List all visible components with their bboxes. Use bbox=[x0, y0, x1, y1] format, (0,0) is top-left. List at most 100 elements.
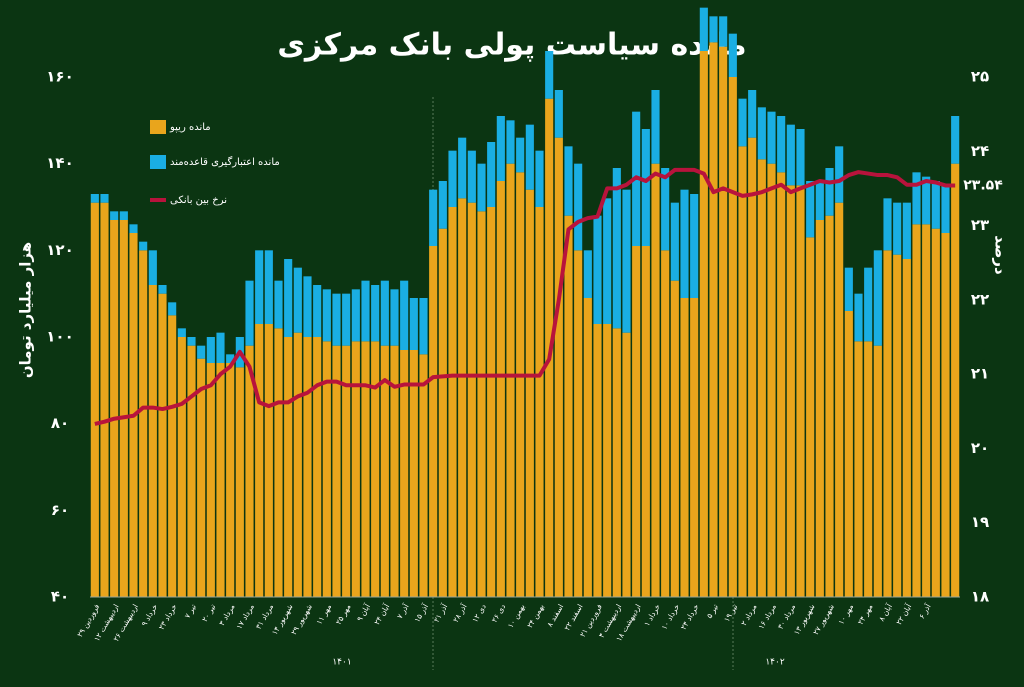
y2-tick-label: ۲۳ bbox=[971, 216, 989, 234]
bar-segment bbox=[632, 246, 641, 597]
bar-segment bbox=[583, 250, 592, 298]
bar-segment bbox=[748, 137, 757, 597]
bar-segment bbox=[844, 311, 853, 597]
bar-segment bbox=[854, 341, 863, 597]
bar-segment bbox=[148, 250, 157, 285]
bar-segment bbox=[177, 337, 186, 597]
bar-segment bbox=[680, 189, 689, 298]
bar-segment bbox=[139, 241, 148, 251]
bar-segment bbox=[690, 194, 699, 298]
bar-segment bbox=[322, 341, 331, 597]
y2-tick-label: ۲۱ bbox=[971, 365, 989, 383]
bar-segment bbox=[912, 172, 921, 225]
bar-segment bbox=[931, 228, 940, 597]
bar-segment bbox=[467, 150, 476, 203]
bar-segment bbox=[854, 293, 863, 342]
bar-segment bbox=[680, 298, 689, 597]
bar-segment bbox=[361, 341, 370, 597]
bar-segment bbox=[951, 163, 960, 597]
bar-segment bbox=[187, 337, 196, 346]
bar-segment bbox=[100, 194, 109, 203]
y-tick-label: ۶۰ bbox=[51, 501, 69, 519]
bar-segment bbox=[757, 159, 766, 598]
bar-segment bbox=[893, 202, 902, 255]
legend-swatch bbox=[150, 198, 166, 202]
bar-segment bbox=[409, 350, 418, 597]
bar-segment bbox=[661, 168, 670, 251]
bar-segment bbox=[206, 363, 215, 597]
bar-segment bbox=[429, 246, 438, 597]
bar-segment bbox=[641, 129, 650, 246]
chart-title: مانده سیاست پولی بانک مرکزی bbox=[277, 28, 746, 63]
bar-segment bbox=[902, 259, 911, 597]
bar-segment bbox=[245, 345, 254, 597]
bar-segment bbox=[554, 90, 563, 138]
y-axis-title: هزار میلیارد تومان bbox=[17, 242, 35, 378]
bar-segment bbox=[303, 276, 312, 337]
bar-segment bbox=[119, 220, 128, 597]
bar-segment bbox=[622, 332, 631, 597]
bar-segment bbox=[467, 202, 476, 597]
bar-segment bbox=[796, 185, 805, 598]
bar-segment bbox=[293, 332, 302, 597]
bar-segment bbox=[941, 185, 950, 233]
bar-segment bbox=[516, 172, 525, 598]
bar-segment bbox=[535, 150, 544, 207]
bar-segment bbox=[728, 77, 737, 597]
bar-segment bbox=[245, 280, 254, 346]
bar-segment bbox=[438, 228, 447, 597]
bar-segment bbox=[177, 328, 186, 337]
bar-segment bbox=[670, 202, 679, 281]
bar-segment bbox=[448, 150, 457, 207]
bar-segment bbox=[371, 341, 380, 597]
bar-segment bbox=[158, 285, 167, 294]
bar-segment bbox=[506, 163, 515, 597]
bar-segment bbox=[806, 237, 815, 598]
bar-segment bbox=[873, 250, 882, 346]
y2-tick-label: ۱۸ bbox=[971, 588, 989, 606]
bar-segment bbox=[699, 7, 708, 51]
bar-segment bbox=[342, 345, 351, 597]
bar-segment bbox=[506, 120, 515, 164]
bar-segment bbox=[786, 185, 795, 598]
bar-segment bbox=[168, 315, 177, 597]
bar-segment bbox=[168, 302, 177, 316]
bar-segment bbox=[603, 324, 612, 597]
bar-segment bbox=[158, 293, 167, 597]
bar-segment bbox=[264, 250, 273, 324]
y2-tick-label: ۱۹ bbox=[971, 513, 989, 531]
bar-segment bbox=[922, 224, 931, 598]
year-label: ۱۴۰۲ bbox=[765, 658, 785, 668]
y2-tick-label: ۲۲ bbox=[971, 290, 989, 308]
bar-segment bbox=[902, 202, 911, 259]
bar-segment bbox=[274, 328, 283, 597]
bar-segment bbox=[516, 137, 525, 173]
bar-segment bbox=[187, 345, 196, 597]
bar-segment bbox=[806, 181, 815, 238]
bar-segment bbox=[458, 198, 467, 598]
bar-segment bbox=[313, 285, 322, 337]
bar-segment bbox=[274, 280, 283, 329]
bar-segment bbox=[380, 345, 389, 597]
bar-segment bbox=[835, 146, 844, 203]
bar-segment bbox=[400, 350, 409, 597]
bar-segment bbox=[777, 172, 786, 598]
bar-segment bbox=[738, 146, 747, 598]
bar-segment bbox=[825, 168, 834, 216]
bar-segment bbox=[197, 358, 206, 597]
bar-segment bbox=[864, 341, 873, 597]
bar-segment bbox=[419, 298, 428, 355]
bar-segment bbox=[371, 285, 380, 342]
y2-tick-label: ۲۰ bbox=[971, 439, 989, 457]
bar-segment bbox=[429, 189, 438, 246]
bar-segment bbox=[458, 137, 467, 199]
bar-segment bbox=[100, 202, 109, 597]
bar-segment bbox=[922, 176, 931, 225]
bar-segment bbox=[738, 98, 747, 147]
bar-segment bbox=[864, 267, 873, 342]
bar-segment bbox=[612, 328, 621, 597]
bar-segment bbox=[545, 51, 554, 99]
bar-segment bbox=[293, 267, 302, 333]
bar-segment bbox=[342, 293, 351, 346]
